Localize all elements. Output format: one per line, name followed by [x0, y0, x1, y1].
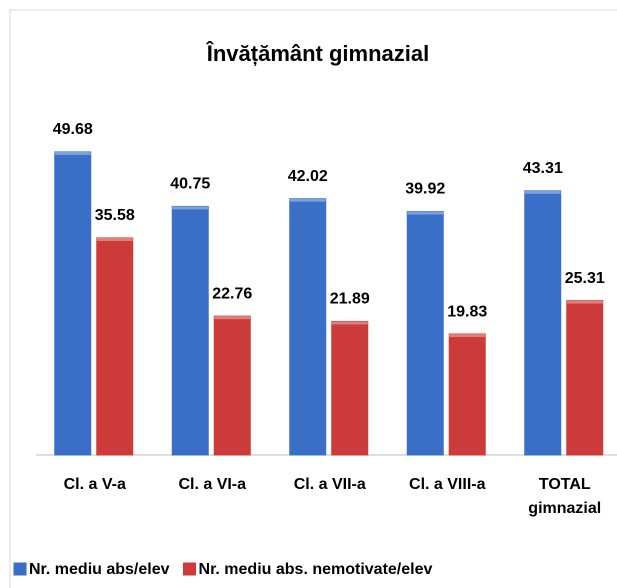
- value-label: 25.31: [565, 270, 605, 287]
- value-label: 35.58: [95, 207, 135, 224]
- bar: [213, 315, 251, 456]
- value-label: 42.02: [288, 168, 328, 185]
- x-tick-label: Cl. a VII-a: [293, 476, 366, 493]
- value-label: 19.83: [447, 303, 487, 320]
- x-tick-label: Cl. a VIII-a: [409, 476, 486, 493]
- value-label: 43.31: [523, 160, 563, 177]
- bar-top: [524, 190, 561, 194]
- bar: [566, 300, 604, 456]
- bar: [331, 320, 369, 456]
- x-tick-label: Cl. a V-a: [63, 476, 126, 493]
- x-tick-label: TOTAL gimnazial: [528, 476, 602, 517]
- legend-label: Nr. mediu abs. nemotivate/elev: [199, 561, 433, 578]
- legend-label: Nr. mediu abs/elev: [29, 561, 170, 578]
- x-tick-label: Cl. a VI-a: [178, 476, 247, 493]
- bar: [171, 205, 209, 456]
- bar: [448, 333, 486, 456]
- value-label: 49.68: [53, 121, 93, 138]
- bar-top: [172, 206, 209, 210]
- chart-title: Învățământ gimnazial: [206, 41, 430, 66]
- value-label: 21.89: [330, 291, 370, 308]
- bar-top: [331, 321, 368, 325]
- legend-swatch: [183, 562, 197, 576]
- bar-top: [566, 300, 603, 304]
- chart-border: [9, 9, 617, 588]
- bar: [54, 151, 92, 456]
- bar: [96, 237, 134, 456]
- bar-top: [289, 198, 326, 202]
- bar-top: [449, 334, 486, 338]
- bar-top: [214, 316, 251, 320]
- value-label: 40.75: [170, 176, 210, 193]
- bar-top: [96, 237, 133, 241]
- bar: [289, 198, 327, 456]
- bar: [406, 210, 444, 456]
- value-label: 39.92: [405, 181, 445, 198]
- bar-top: [54, 151, 91, 155]
- legend-swatch: [13, 562, 27, 576]
- bar: [524, 190, 562, 456]
- value-label: 22.76: [212, 285, 252, 302]
- bar-top: [407, 211, 444, 215]
